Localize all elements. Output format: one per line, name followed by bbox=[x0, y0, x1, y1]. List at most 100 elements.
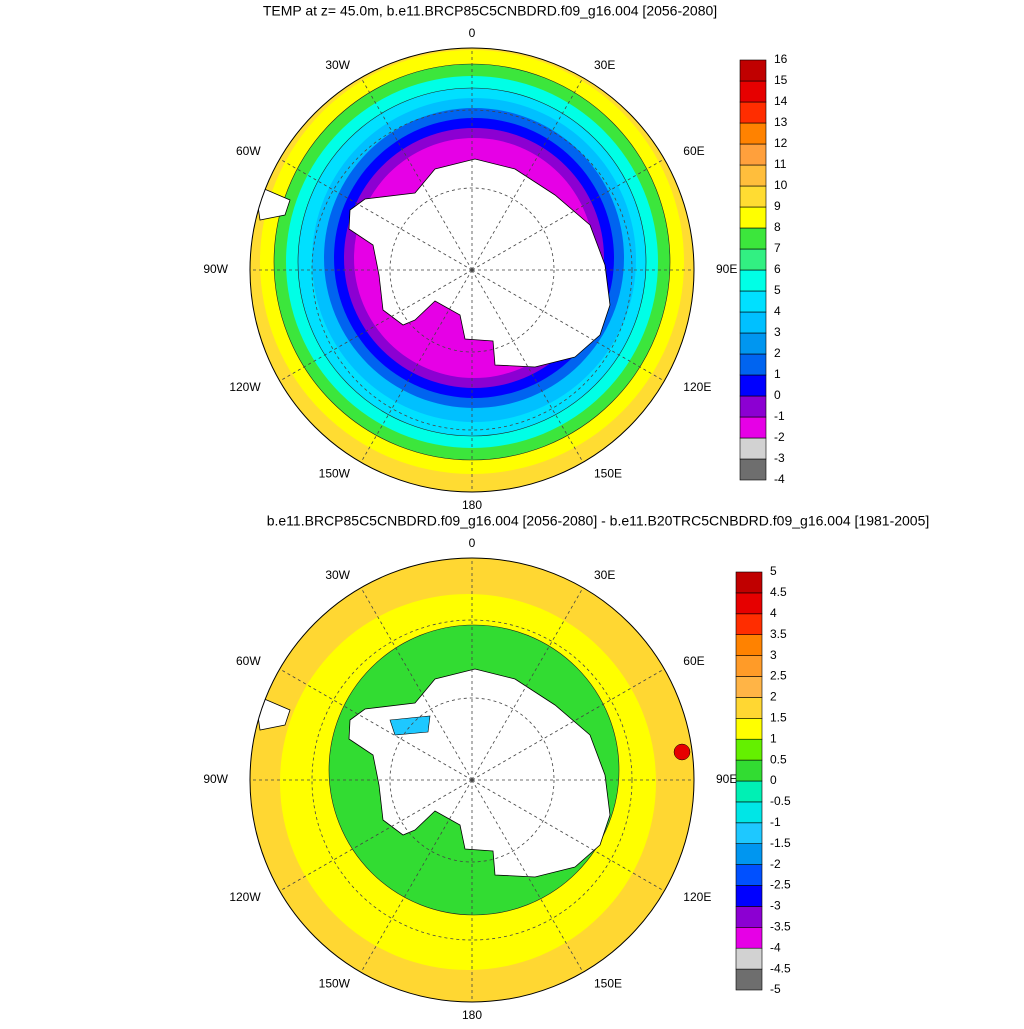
colorbar-box bbox=[735, 906, 763, 928]
colorbar-box bbox=[739, 416, 767, 439]
longitude-label: 120W bbox=[229, 890, 261, 904]
meridian bbox=[471, 158, 665, 271]
colorbar-box bbox=[739, 164, 767, 187]
colorbar-box bbox=[739, 353, 767, 376]
colorbar-label: -2.5 bbox=[770, 878, 791, 892]
graticule bbox=[250, 48, 694, 492]
colorbar-label: 2.5 bbox=[770, 669, 787, 683]
colorbar-label: -4 bbox=[770, 940, 781, 954]
longitude-label: 90E bbox=[716, 772, 737, 786]
colorbar-label: 0 bbox=[770, 773, 777, 787]
colorbar-box bbox=[735, 926, 763, 949]
colorbar-box bbox=[735, 738, 763, 761]
colorbar-box bbox=[735, 822, 763, 844]
meridian bbox=[360, 77, 473, 271]
colorbar-label: 0 bbox=[774, 388, 781, 402]
colorbar-label: 1 bbox=[770, 731, 777, 745]
longitude-label: 60E bbox=[683, 654, 704, 668]
colorbar-box bbox=[735, 634, 763, 656]
longitude-label: 120E bbox=[683, 890, 711, 904]
colorbar-box bbox=[735, 801, 763, 824]
colorbar-label: 7 bbox=[774, 241, 781, 255]
colorbar-box bbox=[735, 885, 763, 907]
colorbar-box bbox=[735, 947, 763, 970]
colorbar-box bbox=[739, 143, 767, 166]
colorbar-label: 16 bbox=[774, 52, 788, 66]
meridian bbox=[471, 77, 584, 271]
colorbar-box bbox=[735, 717, 763, 740]
meridian bbox=[360, 779, 473, 973]
meridian bbox=[471, 269, 584, 463]
longitude-label: 120W bbox=[229, 380, 261, 394]
colorbar-box bbox=[735, 843, 763, 865]
colorbar-label: -3.5 bbox=[770, 919, 791, 933]
longitude-label: 90W bbox=[203, 772, 228, 786]
longitude-label: 60W bbox=[236, 654, 261, 668]
colorbar-box bbox=[735, 676, 763, 698]
colorbar-label: 3 bbox=[770, 648, 777, 662]
colorbar-label: 4 bbox=[774, 304, 781, 318]
longitude-label: 150E bbox=[594, 977, 622, 991]
colorbar-box bbox=[739, 80, 767, 103]
colorbar-box bbox=[735, 968, 763, 991]
colorbar-label: -4 bbox=[774, 472, 785, 486]
longitude-label: 150E bbox=[594, 467, 622, 481]
colorbar-label: 11 bbox=[774, 157, 787, 171]
panel-title: TEMP at z= 45.0m, b.e11.BRCP85C5CNBDRD.f… bbox=[263, 3, 717, 19]
colorbar-label: -4.5 bbox=[770, 961, 791, 975]
longitude-label: 30W bbox=[325, 58, 350, 72]
longitude-label: 180 bbox=[462, 1008, 482, 1022]
colorbar-label: 14 bbox=[774, 94, 788, 108]
longitude-label: 60W bbox=[236, 144, 261, 158]
colorbar-label: 8 bbox=[774, 220, 781, 234]
colorbar-label: -0.5 bbox=[770, 794, 791, 808]
colorbar-label: -1 bbox=[774, 409, 785, 423]
colorbar-box bbox=[735, 759, 763, 782]
meridian bbox=[471, 779, 584, 973]
colorbar-box bbox=[735, 655, 763, 677]
colorbar-label: 6 bbox=[774, 262, 781, 276]
colorbar-label: 3 bbox=[774, 325, 781, 339]
colorbar-label: 15 bbox=[774, 73, 788, 87]
colorbar-box bbox=[739, 185, 767, 208]
longitude-label: 180 bbox=[462, 498, 482, 512]
colorbar-box bbox=[739, 311, 767, 334]
colorbar-box bbox=[735, 697, 763, 719]
colorbar-label: -1 bbox=[770, 815, 781, 829]
colorbar-label: 0.5 bbox=[770, 752, 787, 766]
colorbar-label: 3.5 bbox=[770, 627, 787, 641]
colorbar-box bbox=[739, 101, 767, 124]
longitude-label: 90W bbox=[203, 262, 228, 276]
meridian bbox=[471, 269, 665, 382]
longitude-label: 150W bbox=[319, 467, 351, 481]
meridian bbox=[279, 779, 473, 892]
longitude-label: 90E bbox=[716, 262, 737, 276]
longitude-label: 0 bbox=[469, 26, 476, 40]
panel-title: b.e11.BRCP85C5CNBDRD.f09_g16.004 [2056-2… bbox=[267, 513, 930, 529]
graticule bbox=[250, 558, 694, 1002]
colorbar-label: -2 bbox=[770, 857, 781, 871]
longitude-label: 0 bbox=[469, 536, 476, 550]
meridian bbox=[360, 587, 473, 781]
colorbar-box bbox=[739, 206, 767, 229]
map-border bbox=[249, 557, 695, 1003]
colorbar-label: 10 bbox=[774, 178, 788, 192]
colorbar-label: 2 bbox=[774, 346, 781, 360]
longitude-label: 30E bbox=[594, 58, 615, 72]
colorbar-box bbox=[739, 59, 767, 82]
meridian bbox=[471, 668, 665, 781]
colorbar-label: -1.5 bbox=[770, 836, 791, 850]
colorbar-box bbox=[739, 395, 767, 418]
colorbar-box bbox=[739, 437, 767, 460]
colorbar-box bbox=[735, 780, 763, 803]
colorbar-label: 13 bbox=[774, 115, 788, 129]
colorbar-box bbox=[735, 592, 763, 615]
colorbar-label: 5 bbox=[774, 283, 781, 297]
colorbar-box bbox=[735, 571, 763, 594]
colorbar-label: 5 bbox=[770, 564, 777, 578]
colorbar-box bbox=[739, 290, 767, 313]
colorbar-box bbox=[735, 864, 763, 886]
colorbar-label: 1 bbox=[774, 367, 781, 381]
colorbar-box bbox=[739, 374, 767, 397]
